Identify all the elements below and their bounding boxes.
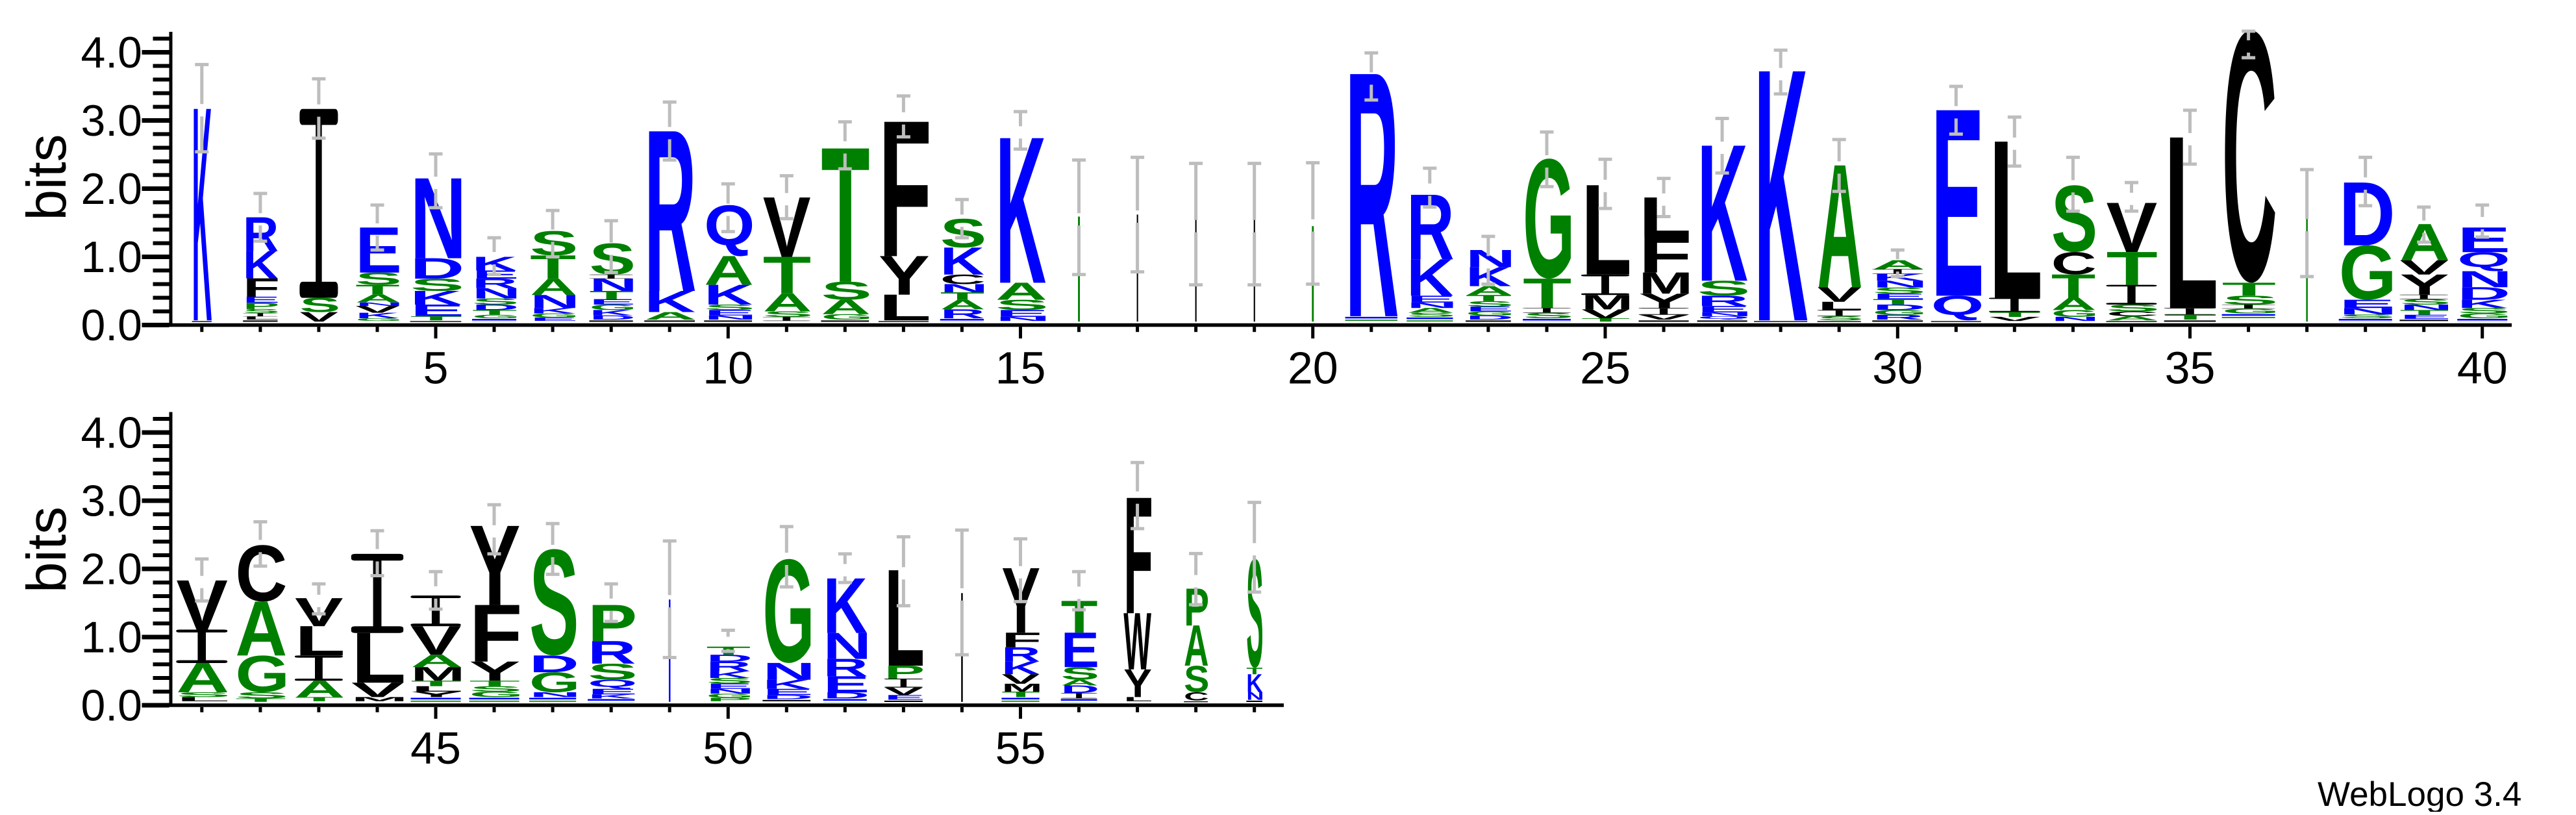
svg-text:40: 40 [2457, 343, 2508, 394]
svg-text:3.0: 3.0 [81, 477, 142, 526]
svg-text:30: 30 [1872, 343, 1923, 394]
svg-text:15: 15 [995, 343, 1046, 394]
svg-text:50: 50 [703, 723, 753, 773]
svg-text:4.0: 4.0 [81, 28, 142, 77]
svg-text:bits: bits [16, 507, 78, 593]
svg-text:1.0: 1.0 [81, 613, 142, 662]
svg-text:2.0: 2.0 [81, 545, 142, 594]
svg-text:4.0: 4.0 [81, 408, 142, 458]
svg-text:2.0: 2.0 [81, 164, 142, 214]
svg-text:20: 20 [1288, 343, 1338, 394]
svg-text:55: 55 [995, 723, 1046, 773]
svg-text:bits: bits [16, 134, 78, 220]
svg-text:45: 45 [410, 723, 461, 773]
svg-text:5: 5 [423, 343, 449, 394]
svg-text:0.0: 0.0 [81, 681, 142, 731]
svg-text:25: 25 [1580, 343, 1631, 394]
svg-text:0.0: 0.0 [81, 301, 142, 350]
svg-text:10: 10 [703, 343, 753, 394]
svg-text:WebLogo 3.4: WebLogo 3.4 [2318, 775, 2521, 812]
svg-text:35: 35 [2165, 343, 2216, 394]
svg-text:1.0: 1.0 [81, 232, 142, 282]
svg-text:3.0: 3.0 [81, 96, 142, 145]
